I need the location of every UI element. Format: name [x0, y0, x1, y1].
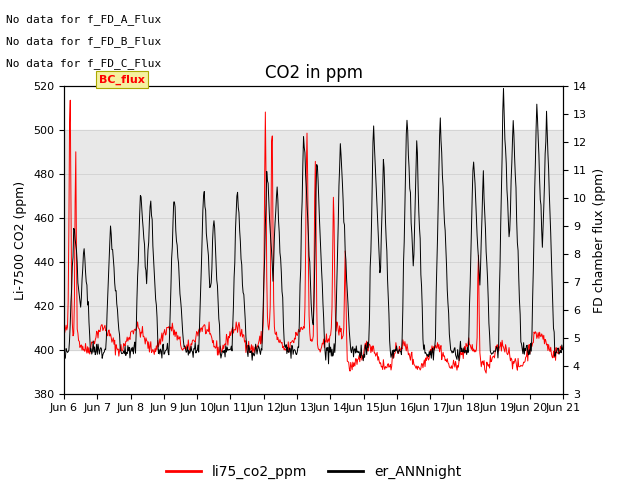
Bar [64, 130, 563, 350]
Y-axis label: FD chamber flux (ppm): FD chamber flux (ppm) [593, 168, 605, 312]
Text: BC_flux: BC_flux [99, 74, 145, 84]
Y-axis label: Li-7500 CO2 (ppm): Li-7500 CO2 (ppm) [15, 180, 28, 300]
Text: No data for f_FD_B_Flux: No data for f_FD_B_Flux [6, 36, 162, 47]
Legend: li75_co2_ppm, er_ANNnight: li75_co2_ppm, er_ANNnight [161, 460, 467, 480]
Text: No data for f_FD_C_Flux: No data for f_FD_C_Flux [6, 58, 162, 69]
Title: CO2 in ppm: CO2 in ppm [264, 64, 363, 82]
Text: No data for f_FD_A_Flux: No data for f_FD_A_Flux [6, 14, 162, 25]
